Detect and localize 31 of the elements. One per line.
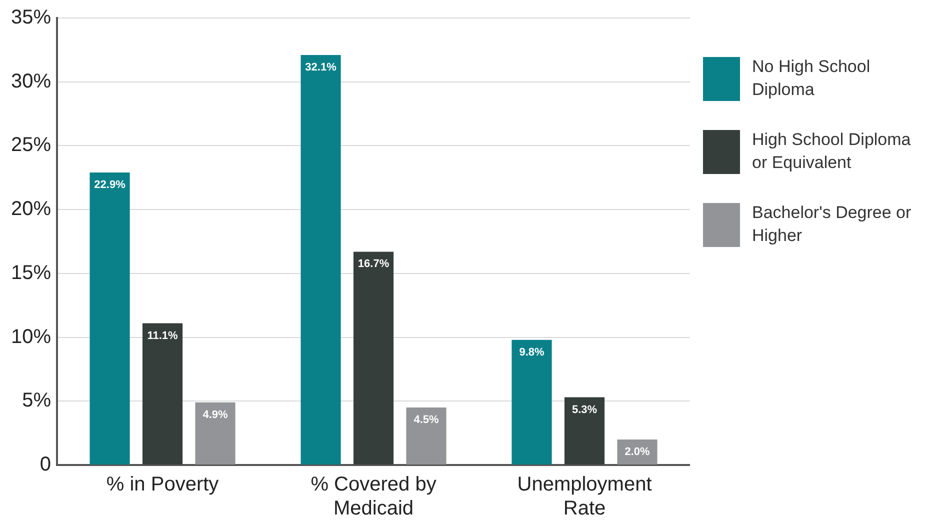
x-tick-label: % in Poverty — [106, 474, 219, 496]
bar — [142, 323, 183, 464]
y-tick-label: 25% — [11, 134, 52, 156]
bar — [300, 55, 341, 464]
bar — [564, 397, 605, 464]
data-label: 2.0% — [624, 446, 650, 458]
y-tick-label: 5% — [22, 390, 52, 412]
y-tick-label: 10% — [11, 326, 52, 348]
x-tick-label: % Covered by Medicaid — [310, 474, 436, 520]
data-label: 11.1% — [147, 330, 178, 342]
x-tick-label: Unemployment Rate — [517, 474, 652, 520]
y-tick-label: 30% — [11, 70, 52, 92]
bar — [195, 402, 236, 464]
text: No High School Diploma — [752, 56, 872, 101]
y-tick-label: 15% — [11, 262, 52, 284]
data-label: 5.3% — [572, 404, 598, 416]
bar — [512, 340, 552, 464]
bar — [353, 252, 394, 464]
data-label: 16.7% — [358, 258, 390, 270]
text: Bachelor's Degree or Higher — [752, 202, 912, 247]
data-label: 32.1% — [305, 62, 337, 74]
y-tick-label: 20% — [11, 198, 52, 220]
data-label: 9.8% — [519, 346, 545, 358]
data-label: 4.9% — [202, 408, 228, 421]
bar — [406, 408, 446, 464]
y-tick-label: 35% — [11, 6, 52, 29]
y-tick-label: 0 — [40, 454, 52, 476]
data-label: 22.9% — [94, 179, 126, 192]
data-label: 4.5% — [414, 414, 440, 426]
text: High School Diploma or Equivalent — [752, 129, 912, 174]
bar — [90, 172, 130, 464]
